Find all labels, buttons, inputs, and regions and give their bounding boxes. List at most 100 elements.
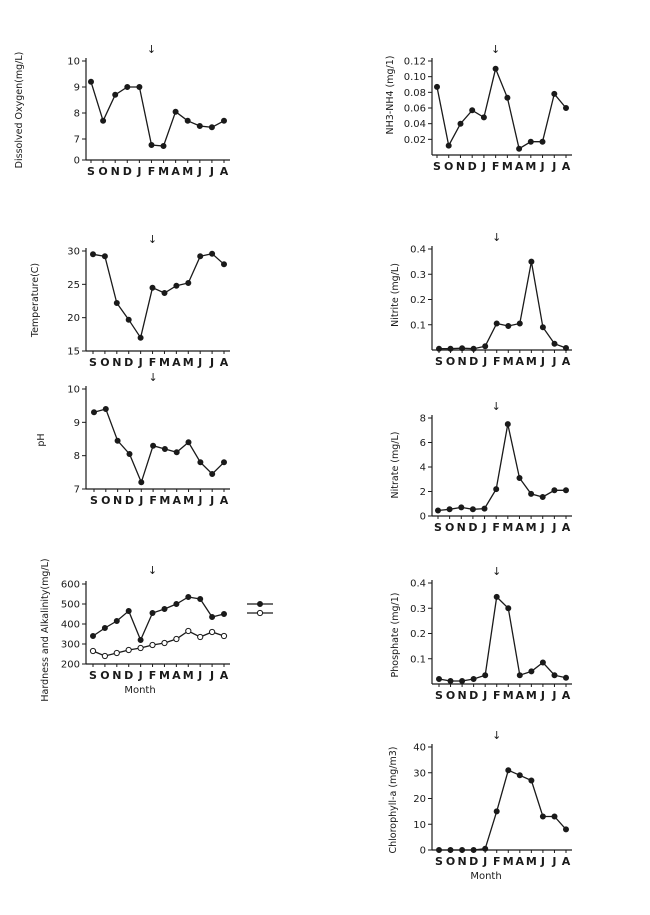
data-point	[209, 250, 216, 257]
data-point	[447, 847, 454, 854]
data-point	[446, 506, 453, 513]
x-tick-label: A	[220, 669, 229, 682]
data-point	[220, 117, 227, 124]
data-point	[91, 409, 98, 416]
series-line	[92, 596, 225, 642]
x-tick-label: J	[539, 160, 544, 173]
data-point	[138, 479, 145, 486]
data-point	[480, 114, 487, 121]
data-point	[458, 504, 465, 511]
y-tick-label: 0.02	[404, 135, 426, 146]
x-tick-label: S	[434, 521, 442, 534]
x-tick-label: S	[435, 855, 443, 868]
data-point	[528, 490, 535, 497]
x-tick-label: D	[468, 160, 477, 173]
data-point	[504, 94, 511, 101]
y-tick-label: 0	[74, 156, 80, 167]
y-tick-label: 7	[74, 485, 80, 496]
data-point	[173, 282, 180, 289]
data-point	[433, 83, 440, 90]
data-point	[493, 320, 500, 327]
data-point-open	[197, 633, 204, 641]
series-line	[93, 408, 225, 485]
x-tick-label: D	[124, 356, 133, 369]
data-point	[90, 633, 97, 640]
y-tick-label: 30	[67, 247, 80, 258]
y-tick-label: 0.1	[410, 654, 426, 665]
y-tick-label: 0.4	[410, 245, 426, 256]
data-point	[125, 316, 132, 323]
x-tick-label: M	[159, 494, 170, 507]
data-point	[516, 320, 523, 327]
x-tick-label: S	[435, 355, 443, 368]
y-tick-label: 30	[413, 768, 426, 779]
x-tick-label: J	[138, 356, 143, 369]
y-tick-label: 0.4	[410, 579, 426, 590]
x-tick-label: O	[446, 689, 455, 702]
data-point	[435, 676, 442, 683]
data-point	[445, 142, 452, 149]
x-tick-label: F	[492, 160, 500, 173]
x-tick-label: S	[90, 494, 98, 507]
x-tick-label: J	[481, 160, 486, 173]
x-tick-label: A	[515, 160, 524, 173]
x-tick-label: J	[551, 689, 556, 702]
data-point	[209, 614, 216, 621]
data-point	[516, 474, 523, 481]
x-tick-label: J	[481, 521, 486, 534]
event-arrow: ↓	[492, 231, 501, 244]
event-arrow: ↓	[148, 564, 157, 577]
x-tick-label: J	[136, 165, 141, 178]
x-tick-label: J	[540, 855, 545, 868]
data-point	[527, 138, 534, 145]
data-point	[516, 772, 523, 779]
data-point	[435, 345, 442, 352]
data-point	[197, 596, 204, 603]
data-point	[148, 141, 155, 148]
series-line	[439, 261, 567, 350]
x-tick-label: F	[493, 355, 501, 368]
x-tick-label: F	[493, 855, 501, 868]
data-point-open	[149, 641, 156, 649]
x-tick-label: A	[172, 494, 181, 507]
event-arrow: ↓	[491, 43, 500, 56]
data-point	[563, 487, 570, 494]
data-point	[470, 676, 477, 683]
event-arrow: ↓	[148, 371, 157, 384]
data-point	[551, 487, 558, 494]
x-tick-label: M	[503, 689, 514, 702]
x-tick-label: J	[551, 521, 556, 534]
data-point	[126, 450, 133, 457]
event-arrow: ↓	[147, 43, 156, 56]
data-point	[551, 813, 558, 820]
data-point	[160, 142, 167, 149]
y-tick-label: 8	[420, 414, 426, 425]
x-tick-label: J	[138, 669, 143, 682]
data-point	[551, 672, 558, 679]
x-tick-label: J	[197, 669, 202, 682]
x-tick-label: J	[551, 160, 556, 173]
x-tick-label: M	[159, 669, 170, 682]
x-tick-label: D	[469, 355, 478, 368]
y-tick-label: 20	[413, 794, 426, 805]
x-tick-label: M	[158, 165, 169, 178]
data-point	[185, 439, 192, 446]
x-tick-label: J	[540, 521, 545, 534]
x-tick-label: J	[482, 355, 487, 368]
data-point	[112, 91, 119, 98]
data-point-open	[173, 635, 180, 643]
y-tick-label: 10	[413, 820, 426, 831]
data-point	[528, 258, 535, 265]
x-tick-label: F	[149, 669, 157, 682]
data-point	[447, 678, 454, 685]
data-point	[136, 84, 143, 91]
x-tick-label: D	[125, 494, 134, 507]
legend-marker-filled	[256, 601, 263, 608]
x-tick-label: N	[457, 355, 466, 368]
x-axis-label: Month	[124, 685, 155, 696]
x-tick-label: N	[112, 356, 121, 369]
